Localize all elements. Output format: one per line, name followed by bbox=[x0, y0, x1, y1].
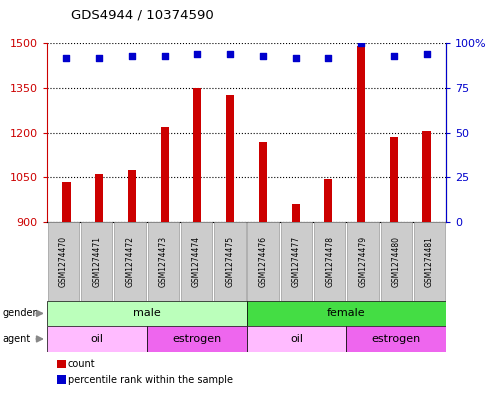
Bar bbox=[357, 46, 365, 222]
Bar bbox=[81, 222, 112, 301]
Point bbox=[324, 54, 332, 61]
Point bbox=[226, 51, 234, 57]
Bar bbox=[423, 131, 430, 222]
Point bbox=[128, 53, 136, 59]
Bar bbox=[314, 222, 345, 301]
Text: gender: gender bbox=[2, 309, 37, 318]
Point bbox=[95, 54, 103, 61]
Text: oil: oil bbox=[90, 334, 103, 344]
Text: percentile rank within the sample: percentile rank within the sample bbox=[68, 375, 233, 385]
Bar bbox=[247, 222, 279, 301]
Text: GSM1274473: GSM1274473 bbox=[159, 236, 168, 287]
Bar bbox=[128, 170, 136, 222]
Bar bbox=[281, 222, 312, 301]
Bar bbox=[63, 182, 70, 222]
Bar bbox=[226, 95, 234, 222]
Bar bbox=[147, 326, 246, 352]
Text: GSM1274478: GSM1274478 bbox=[325, 236, 334, 287]
Point bbox=[259, 53, 267, 59]
Bar bbox=[291, 204, 300, 222]
Bar bbox=[246, 301, 446, 326]
Point bbox=[423, 51, 430, 57]
Point bbox=[161, 53, 169, 59]
Bar bbox=[414, 222, 445, 301]
Bar bbox=[181, 222, 212, 301]
Text: oil: oil bbox=[290, 334, 303, 344]
Text: GSM1274476: GSM1274476 bbox=[259, 236, 268, 287]
Bar bbox=[95, 174, 104, 222]
Bar bbox=[214, 222, 246, 301]
Text: GSM1274480: GSM1274480 bbox=[392, 236, 401, 287]
Text: GDS4944 / 10374590: GDS4944 / 10374590 bbox=[71, 9, 214, 22]
Bar bbox=[114, 222, 145, 301]
Point bbox=[357, 40, 365, 46]
Text: GSM1274477: GSM1274477 bbox=[292, 236, 301, 287]
Text: female: female bbox=[327, 309, 366, 318]
Bar bbox=[259, 141, 267, 222]
Point bbox=[292, 54, 300, 61]
Text: estrogen: estrogen bbox=[172, 334, 221, 344]
Bar bbox=[148, 222, 179, 301]
Text: GSM1274481: GSM1274481 bbox=[425, 236, 434, 287]
Bar bbox=[389, 137, 398, 222]
Text: GSM1274475: GSM1274475 bbox=[225, 236, 234, 287]
Point bbox=[63, 54, 70, 61]
Bar bbox=[246, 326, 346, 352]
Text: GSM1274472: GSM1274472 bbox=[126, 236, 135, 287]
Bar bbox=[324, 179, 332, 222]
Bar bbox=[381, 222, 412, 301]
Text: male: male bbox=[133, 309, 161, 318]
Bar bbox=[47, 301, 247, 326]
Text: GSM1274471: GSM1274471 bbox=[92, 236, 101, 287]
Bar bbox=[193, 88, 202, 222]
Text: GSM1274470: GSM1274470 bbox=[59, 236, 68, 287]
Text: estrogen: estrogen bbox=[372, 334, 421, 344]
Bar bbox=[346, 326, 446, 352]
Point bbox=[193, 51, 201, 57]
Bar bbox=[348, 222, 379, 301]
Text: GSM1274479: GSM1274479 bbox=[358, 236, 367, 287]
Bar bbox=[48, 222, 79, 301]
Point bbox=[390, 53, 398, 59]
Bar bbox=[47, 326, 147, 352]
Text: agent: agent bbox=[2, 334, 31, 344]
Text: count: count bbox=[68, 359, 95, 369]
Text: GSM1274474: GSM1274474 bbox=[192, 236, 201, 287]
Bar bbox=[161, 127, 169, 222]
